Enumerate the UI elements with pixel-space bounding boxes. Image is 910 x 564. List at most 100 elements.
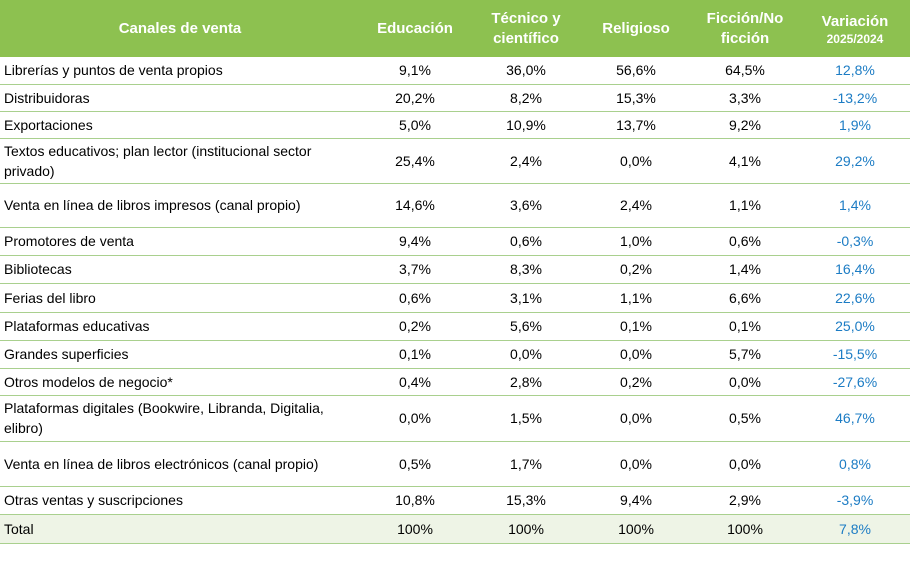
- value-cell: 3,1%: [470, 283, 582, 313]
- value-cell: 9,4%: [360, 227, 470, 256]
- channel-cell: Grandes superficies: [0, 340, 360, 369]
- value-cell: 6,6%: [690, 283, 800, 313]
- table-row: Otras ventas y suscripciones 10,8% 15,3% 9,…: [0, 486, 910, 515]
- value-cell: 1,1%: [690, 183, 800, 228]
- value-cell: 1,9%: [800, 111, 910, 139]
- value-cell: 8,2%: [470, 84, 582, 112]
- value-cell: 1,5%: [470, 395, 582, 442]
- value-cell: 10,8%: [360, 486, 470, 515]
- value-cell: 10,9%: [470, 111, 582, 139]
- value-cell: 1,4%: [800, 183, 910, 228]
- value-cell: 9,4%: [582, 486, 690, 515]
- channel-cell: Otros modelos de negocio*: [0, 368, 360, 396]
- channel-cell: Bibliotecas: [0, 255, 360, 284]
- table-row: Venta en línea de libros impresos (canal…: [0, 183, 910, 228]
- value-cell: 0,1%: [690, 312, 800, 341]
- value-cell: 0,2%: [582, 255, 690, 284]
- value-cell: 2,8%: [470, 368, 582, 396]
- value-cell: 0,0%: [470, 340, 582, 369]
- table-body: Librerías y puntos de venta propios 9,1% 3…: [0, 57, 910, 544]
- channel-cell: Venta en línea de libros impresos (canal…: [0, 183, 360, 228]
- channel-cell: Librerías y puntos de venta propios: [0, 57, 360, 85]
- value-cell: 0,1%: [360, 340, 470, 369]
- value-cell: 25,0%: [800, 312, 910, 341]
- table-row: Distribuidoras 20,2% 8,2% 15,3% 3,3% -13,2%: [0, 84, 910, 112]
- header-cell: Técnico y científico: [470, 0, 582, 57]
- channel-cell: Plataformas educativas: [0, 312, 360, 341]
- channel-cell: Distribuidoras: [0, 84, 360, 112]
- value-cell: 0,0%: [582, 138, 690, 184]
- value-cell: 0,4%: [360, 368, 470, 396]
- sales-table: Canales de venta Educación Técnico y cient…: [0, 0, 910, 544]
- header-cell: Educación: [360, 0, 470, 57]
- value-cell: 0,5%: [690, 395, 800, 442]
- header-label: Variación: [821, 12, 889, 30]
- value-cell: 3,3%: [690, 84, 800, 112]
- value-cell: 64,5%: [690, 57, 800, 85]
- table-row: Grandes superficies 0,1% 0,0% 0,0% 5,7% -15,5…: [0, 340, 910, 369]
- value-cell: 100%: [360, 514, 470, 544]
- value-cell: 0,0%: [690, 368, 800, 396]
- value-cell: 2,9%: [690, 486, 800, 515]
- table-row: Venta en línea de libros electrónicos (c…: [0, 441, 910, 487]
- channel-cell: Otras ventas y suscripciones: [0, 486, 360, 515]
- value-cell: 0,2%: [360, 312, 470, 341]
- value-cell: 7,8%: [800, 514, 910, 544]
- value-cell: 8,3%: [470, 255, 582, 284]
- header-cell: Religioso: [582, 0, 690, 57]
- value-cell: 20,2%: [360, 84, 470, 112]
- value-cell: 0,0%: [582, 441, 690, 487]
- value-cell: 0,8%: [800, 441, 910, 487]
- table-row: Otros modelos de negocio* 0,4% 2,8% 0,2% 0,0…: [0, 368, 910, 396]
- value-cell: 9,1%: [360, 57, 470, 85]
- value-cell: -15,5%: [800, 340, 910, 369]
- value-cell: 5,7%: [690, 340, 800, 369]
- header-row: Canales de venta Educación Técnico y cient…: [0, 0, 910, 57]
- value-cell: 100%: [690, 514, 800, 544]
- value-cell: 4,1%: [690, 138, 800, 184]
- channel-cell: Venta en línea de libros electrónicos (c…: [0, 441, 360, 487]
- value-cell: 0,0%: [582, 340, 690, 369]
- value-cell: 15,3%: [582, 84, 690, 112]
- value-cell: 22,6%: [800, 283, 910, 313]
- channel-cell: Plataformas digitales (Bookwire, Librand…: [0, 395, 360, 442]
- value-cell: 9,2%: [690, 111, 800, 139]
- channel-cell: Promotores de venta: [0, 227, 360, 256]
- value-cell: -27,6%: [800, 368, 910, 396]
- value-cell: 3,7%: [360, 255, 470, 284]
- value-cell: 0,2%: [582, 368, 690, 396]
- value-cell: 13,7%: [582, 111, 690, 139]
- value-cell: 0,6%: [470, 227, 582, 256]
- value-cell: 1,0%: [582, 227, 690, 256]
- table-row: Promotores de venta 9,4% 0,6% 1,0% 0,6% -0,3%: [0, 227, 910, 256]
- value-cell: 2,4%: [582, 183, 690, 228]
- value-cell: 29,2%: [800, 138, 910, 184]
- value-cell: 100%: [470, 514, 582, 544]
- value-cell: -0,3%: [800, 227, 910, 256]
- table-row: Exportaciones 5,0% 10,9% 13,7% 9,2% 1,9%: [0, 111, 910, 139]
- value-cell: 2,4%: [470, 138, 582, 184]
- value-cell: 0,0%: [360, 395, 470, 442]
- header-cell: Ficción/No ficción: [690, 0, 800, 57]
- value-cell: 1,4%: [690, 255, 800, 284]
- header-cell: Variación 2025/2024: [800, 0, 910, 57]
- table-row: Ferias del libro 0,6% 3,1% 1,1% 6,6% 22,6%: [0, 283, 910, 313]
- value-cell: 14,6%: [360, 183, 470, 228]
- value-cell: 0,0%: [690, 441, 800, 487]
- value-cell: 25,4%: [360, 138, 470, 184]
- value-cell: -3,9%: [800, 486, 910, 515]
- value-cell: 16,4%: [800, 255, 910, 284]
- value-cell: 56,6%: [582, 57, 690, 85]
- value-cell: 46,7%: [800, 395, 910, 442]
- value-cell: 0,5%: [360, 441, 470, 487]
- table-row: Plataformas educativas 0,2% 5,6% 0,1% 0,1% 25…: [0, 312, 910, 341]
- value-cell: 5,0%: [360, 111, 470, 139]
- value-cell: 12,8%: [800, 57, 910, 85]
- channel-cell: Total: [0, 514, 360, 544]
- value-cell: 100%: [582, 514, 690, 544]
- value-cell: 0,0%: [582, 395, 690, 442]
- channel-cell: Textos educativos; plan lector (instituc…: [0, 138, 360, 184]
- value-cell: 0,6%: [360, 283, 470, 313]
- header-cell: Canales de venta: [0, 0, 360, 57]
